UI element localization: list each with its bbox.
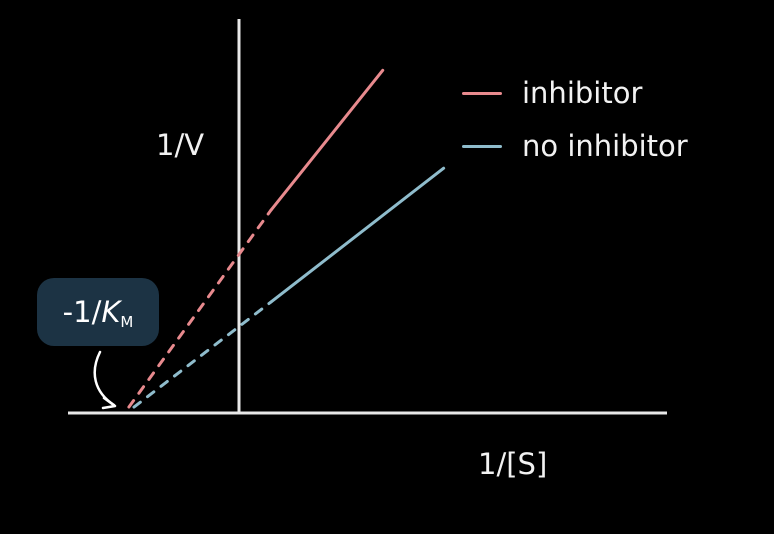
legend-swatch-inhibitor xyxy=(462,91,502,95)
legend-swatch-no-inhibitor xyxy=(462,144,502,148)
km-prefix: -1/ xyxy=(62,295,102,329)
series-inhibitor-extrapolation xyxy=(127,208,273,409)
series-no-inhibitor-line xyxy=(269,166,446,304)
x-axis-label: 1/[S] xyxy=(478,447,548,481)
legend-label-inhibitor: inhibitor xyxy=(522,76,643,110)
y-axis-label: 1/V xyxy=(156,128,205,162)
km-subscript: M xyxy=(120,313,134,331)
km-annotation-badge: -1/K M xyxy=(37,278,159,346)
series-layer xyxy=(127,68,446,409)
legend-label-no-inhibitor: no inhibitor xyxy=(522,129,688,163)
series-no-inhibitor-extrapolation xyxy=(132,300,273,409)
km-variable: K xyxy=(101,295,121,329)
legend-item-no-inhibitor: no inhibitor xyxy=(462,129,688,163)
legend-item-inhibitor: inhibitor xyxy=(462,76,642,110)
series-inhibitor-line xyxy=(269,68,385,212)
km-arrowhead-icon xyxy=(101,396,117,410)
